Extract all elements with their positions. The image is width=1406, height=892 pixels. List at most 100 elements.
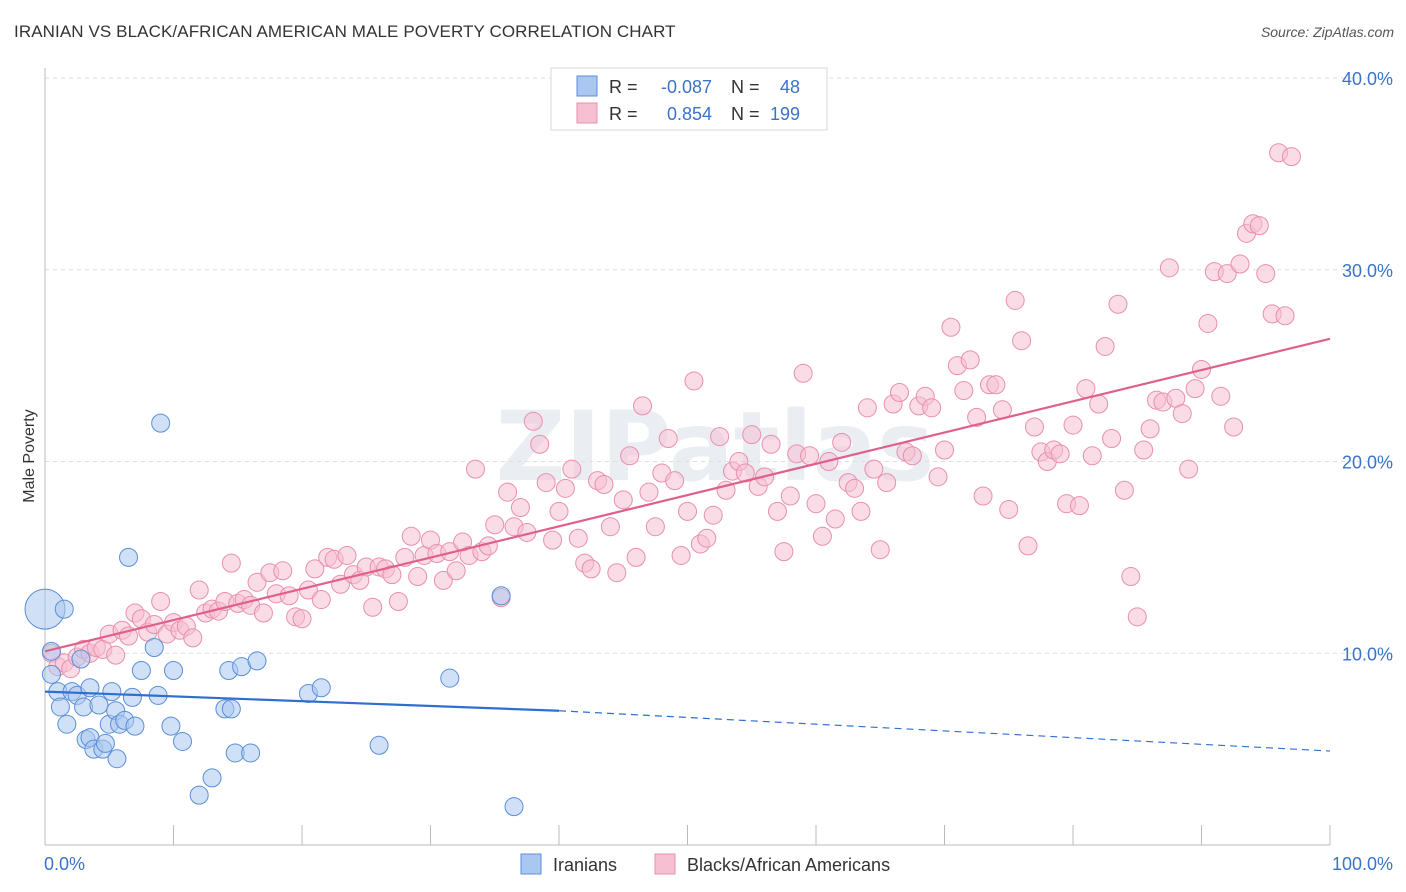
y-axis-label: Male Poverty [21, 409, 38, 502]
point-blacks [106, 645, 126, 665]
point-blacks [999, 499, 1019, 519]
stats-r-label: R = [609, 77, 638, 97]
point-blacks [363, 597, 383, 617]
point-blacks [1256, 264, 1276, 284]
point-blacks [594, 475, 614, 495]
trend-iranians-dashed [558, 710, 1331, 752]
point-blacks [890, 382, 910, 402]
point-blacks [1069, 496, 1089, 516]
point-blacks [922, 398, 942, 418]
point-blacks [183, 628, 203, 648]
stats-n-label: N = [731, 77, 760, 97]
chart-title: IRANIAN VS BLACK/AFRICAN AMERICAN MALE P… [14, 22, 676, 41]
point-blacks [337, 545, 357, 565]
y-tick-label: 10.0% [1342, 644, 1393, 664]
point-blacks [806, 494, 826, 514]
stats-swatch-iranians [576, 75, 598, 97]
grid-lines [45, 77, 1392, 654]
stats-swatch-blacks [576, 102, 598, 124]
point-blacks [684, 371, 704, 391]
point-blacks [678, 501, 697, 521]
point-blacks [1127, 607, 1147, 627]
point-iranians [89, 695, 109, 715]
point-blacks [639, 482, 659, 502]
point-blacks [465, 459, 485, 479]
point-blacks [1114, 480, 1134, 500]
point-blacks [1121, 567, 1141, 587]
point-iranians [125, 716, 145, 736]
point-blacks [845, 478, 865, 498]
point-blacks [568, 528, 588, 548]
point-blacks [607, 563, 627, 583]
point-blacks [247, 572, 267, 592]
point-blacks [986, 375, 1006, 395]
point-blacks [1012, 331, 1032, 351]
point-blacks [1005, 290, 1025, 310]
point-blacks [633, 396, 653, 416]
point-blacks [832, 432, 852, 452]
point-iranians [440, 668, 460, 688]
point-iranians [57, 714, 77, 734]
point-iranians [71, 649, 91, 669]
point-blacks [1172, 404, 1192, 424]
point-blacks [1018, 536, 1038, 556]
point-blacks [967, 407, 987, 427]
point-blacks [151, 591, 171, 611]
stats-n-iranians: 48 [780, 77, 800, 97]
point-blacks [697, 528, 717, 548]
stats-n-label: N = [731, 104, 760, 124]
point-blacks [935, 440, 954, 460]
point-blacks [273, 561, 293, 581]
point-blacks [1102, 428, 1122, 448]
point-blacks [1134, 440, 1154, 460]
point-blacks [600, 517, 620, 537]
point-blacks [864, 459, 884, 479]
point-iranians [369, 735, 389, 755]
point-blacks [857, 398, 877, 418]
point-blacks [1108, 294, 1128, 314]
point-iranians [41, 641, 61, 661]
point-blacks [626, 547, 646, 567]
point-blacks [1050, 444, 1070, 464]
stats-r-iranians: -0.087 [661, 77, 712, 97]
point-blacks [1076, 379, 1096, 399]
point-blacks [305, 559, 325, 579]
point-blacks [485, 515, 505, 535]
point-blacks [1230, 254, 1250, 274]
point-blacks [543, 530, 563, 550]
series-legend: Iranians Blacks/African Americans [520, 853, 890, 875]
x-tick-label: 0.0% [44, 854, 85, 874]
point-blacks [742, 425, 762, 445]
point-blacks [311, 590, 331, 610]
point-iranians [504, 797, 524, 817]
point-blacks [1224, 417, 1244, 437]
stats-r-blacks: 0.854 [667, 104, 712, 124]
point-blacks [973, 486, 993, 506]
point-blacks [433, 570, 453, 590]
point-blacks [774, 542, 794, 562]
point-iranians [164, 661, 183, 681]
source-credit: Source: ZipAtlas.com [1260, 24, 1394, 40]
point-blacks [870, 540, 890, 560]
legend-label-blacks: Blacks/African Americans [687, 855, 890, 875]
series-iranians-points [24, 413, 524, 817]
point-blacks [562, 459, 582, 479]
point-blacks [1281, 147, 1301, 167]
series-blacks-points [41, 143, 1301, 679]
point-blacks [446, 561, 466, 581]
point-blacks [851, 501, 871, 521]
point-iranians [107, 749, 127, 769]
point-iranians [102, 682, 122, 702]
point-blacks [401, 526, 421, 546]
point-iranians [95, 733, 115, 753]
legend-swatch-blacks [654, 853, 676, 875]
point-blacks [221, 553, 241, 573]
point-blacks [877, 473, 897, 493]
point-iranians [311, 678, 331, 698]
stats-legend: R = -0.087 N = 48 R = 0.854 N = 199 [550, 67, 828, 131]
point-blacks [382, 565, 402, 585]
point-blacks [928, 467, 948, 487]
point-blacks [1140, 419, 1160, 439]
stats-r-label: R = [609, 104, 638, 124]
point-iranians [144, 637, 164, 657]
